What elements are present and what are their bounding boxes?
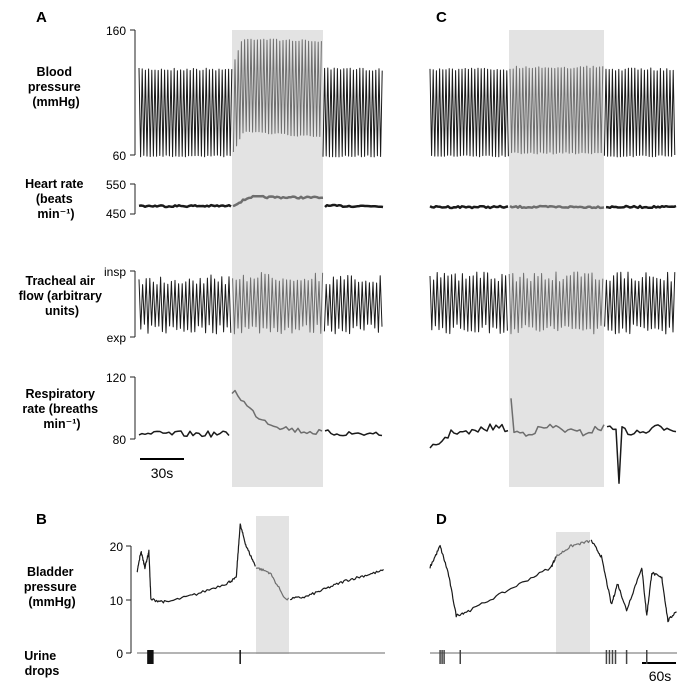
hr-tick-550: 550 xyxy=(106,178,126,192)
panel-letter-a: A xyxy=(36,9,47,26)
air-label-line-2: flow (arbitrary xyxy=(19,289,102,303)
air-label-line-1: Tracheal air xyxy=(26,274,96,288)
bp-trace-a-base-1 xyxy=(322,67,383,158)
hr-trace-a-stim xyxy=(232,194,324,208)
hr-tick-450: 450 xyxy=(106,207,126,221)
bladder-label-line-2: pressure xyxy=(24,580,77,594)
urine-label-line-2: drops xyxy=(25,664,60,678)
rr-label: Respiratory rate (breaths min⁻¹) xyxy=(22,387,101,431)
bladder-tick-0: 0 xyxy=(116,647,123,661)
bp-trace-a-base-0 xyxy=(138,67,233,158)
bladder-tick-10: 10 xyxy=(110,594,124,608)
rr-tick-80: 80 xyxy=(113,433,127,447)
rr-tick-120: 120 xyxy=(106,371,126,385)
urine-label: Urine drops xyxy=(24,649,59,678)
bp-label-line-1: Blood xyxy=(37,65,72,79)
air-trace-c-base-0 xyxy=(429,271,508,335)
panel-letter-b: B xyxy=(36,511,47,528)
bladder-trace-d-pre xyxy=(429,544,557,618)
bladder-trace-b-stim xyxy=(255,567,290,601)
bp-tick-160: 160 xyxy=(106,24,126,38)
panel-letter-d: D xyxy=(436,511,447,528)
hr-label-line-3: min⁻¹) xyxy=(37,207,74,221)
stim-shade-B xyxy=(256,516,289,654)
rr-label-line-3: min⁻¹) xyxy=(43,417,80,431)
rr-trace-a-pre xyxy=(138,430,230,438)
air-trace-c-base-1 xyxy=(604,271,676,335)
bp-label-line-3: (mmHg) xyxy=(32,95,79,109)
bladder-tick-20: 20 xyxy=(110,540,124,554)
scale-bar-right-label: 60s xyxy=(649,668,672,684)
y-axes xyxy=(126,29,136,654)
stim-shade-D xyxy=(556,532,590,654)
air-tick-exp: exp xyxy=(107,331,127,345)
air-tick-insp: insp xyxy=(104,265,126,279)
rr-trace-a-stim xyxy=(231,389,323,435)
bladder-trace-d-stim xyxy=(555,540,591,559)
bladder-trace-d-post xyxy=(590,539,677,623)
rr-trace-c-pre xyxy=(429,423,509,449)
bladder-trace-b-pre xyxy=(136,523,256,604)
urine-label-line-1: Urine xyxy=(24,649,56,663)
hr-trace-c-stim xyxy=(509,204,605,210)
traces xyxy=(136,38,677,664)
hr-trace-c-post xyxy=(605,204,677,210)
bp-trace-c-base-1 xyxy=(603,67,676,158)
air-trace-a-base-1 xyxy=(323,275,383,335)
bp-trace-c-stim xyxy=(509,65,604,155)
hr-label-line-1: Heart rate xyxy=(25,177,83,191)
air-label: Tracheal air flow (arbitrary units) xyxy=(19,274,106,318)
rr-trace-c-post xyxy=(606,424,677,484)
rr-trace-a-post xyxy=(324,429,383,437)
hr-label: Heart rate (beats min⁻¹) xyxy=(25,177,87,221)
bp-trace-a-stim xyxy=(232,38,322,153)
bp-label: Blood pressure (mmHg) xyxy=(28,65,84,109)
hr-trace-a-post xyxy=(324,203,384,209)
scale-bar-left-label: 30s xyxy=(151,465,174,481)
rr-trace-c-stim xyxy=(510,398,605,437)
hr-trace-a-pre xyxy=(138,203,232,209)
rr-label-line-1: Respiratory xyxy=(26,387,96,401)
hr-label-line-2: (beats xyxy=(36,192,73,206)
bladder-label-line-3: (mmHg) xyxy=(28,595,75,609)
bladder-label: Bladder pressure (mmHg) xyxy=(24,565,80,609)
air-trace-a-base-0 xyxy=(138,274,232,335)
bp-label-line-2: pressure xyxy=(28,80,81,94)
air-label-line-3: units) xyxy=(45,304,79,318)
hr-trace-c-pre xyxy=(429,204,509,210)
bladder-label-line-1: Bladder xyxy=(27,565,74,579)
rr-label-line-2: rate (breaths xyxy=(22,402,98,416)
bp-trace-c-base-0 xyxy=(429,67,509,158)
air-trace-c-stim xyxy=(508,271,604,335)
bp-tick-60: 60 xyxy=(113,149,127,163)
bladder-trace-b-post xyxy=(289,569,384,601)
air-trace-a-stim xyxy=(232,272,324,335)
panel-letter-c: C xyxy=(436,9,447,26)
